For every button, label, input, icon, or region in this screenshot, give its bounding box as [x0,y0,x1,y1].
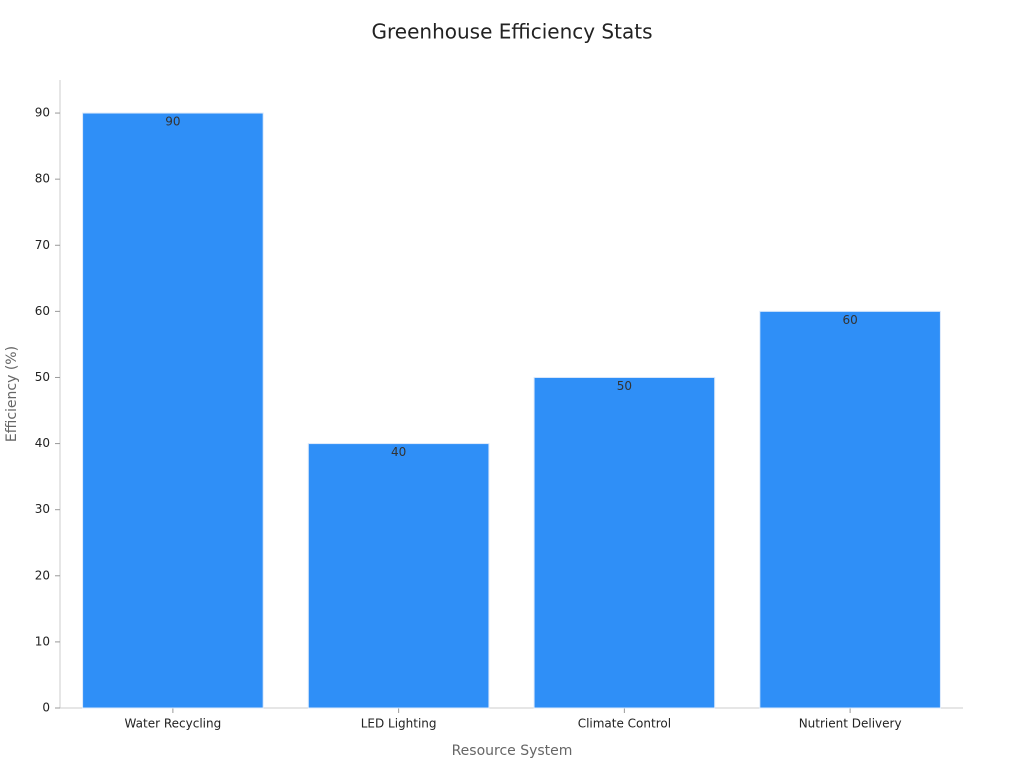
y-tick-label: 40 [35,436,50,450]
bar [82,112,264,709]
bar [307,443,490,709]
y-tick-label: 70 [35,238,50,252]
y-tick-label: 20 [35,568,50,582]
x-tick-label: LED Lighting [361,717,437,731]
x-tick-label: Climate Control [578,717,671,731]
y-axis-label: Efficiency (%) [4,346,20,442]
value-label: 40 [391,445,406,459]
chart-title: Greenhouse Efficiency Stats [372,20,653,44]
bar [533,376,716,709]
bar [759,310,941,709]
value-label: 60 [842,313,857,327]
value-label: 90 [165,115,180,129]
value-label: 50 [617,379,632,393]
y-tick-label: 60 [35,304,50,318]
y-tick-label: 10 [35,634,50,648]
y-tick-label: 30 [35,502,50,516]
x-tick-label: Water Recycling [125,717,222,731]
y-tick-label: 0 [42,701,50,715]
y-tick-label: 50 [35,370,50,384]
x-tick-label: Nutrient Delivery [799,717,902,731]
y-tick-label: 80 [35,172,50,186]
y-tick-label: 90 [35,106,50,120]
x-axis-label: Resource System [452,743,573,759]
